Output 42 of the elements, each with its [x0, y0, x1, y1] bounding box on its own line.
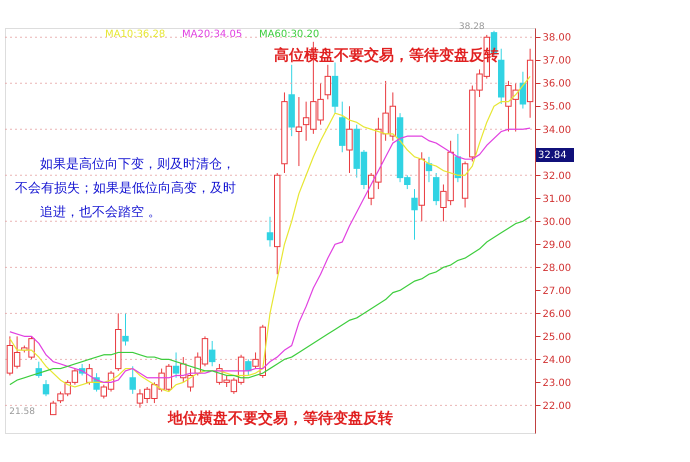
- y-tick-label: 24.00: [542, 354, 572, 366]
- y-tick-label: 27.00: [542, 286, 572, 297]
- y-tick-label: 38.00: [542, 32, 572, 44]
- text: MA10:36.28: [105, 29, 166, 40]
- y-tick-label: 28.00: [542, 262, 572, 274]
- y-tick-label: 31.00: [542, 194, 572, 205]
- candlestick: [520, 71, 526, 110]
- annotation: 38.28: [458, 22, 485, 32]
- y-tick-label: 23.00: [542, 378, 572, 389]
- y-tick-label: 36.00: [542, 78, 572, 90]
- candlestick: [245, 358, 252, 376]
- candlestick: [324, 64, 332, 100]
- text: MA20:34.05: [182, 29, 242, 40]
- text: MA60:30.20: [259, 29, 320, 40]
- y-tick-label: 29.00: [542, 240, 572, 251]
- candlestick: [172, 352, 180, 378]
- annotation: 如果是高位向下变，则及时清仓，: [40, 156, 235, 172]
- y-tick-label: 35.00: [542, 102, 572, 113]
- candlestick: [208, 340, 216, 367]
- candlestick: [411, 188, 418, 240]
- y-tick-label: 34.00: [542, 124, 572, 136]
- annotation: 地位横盘不要交易，等待变盘反转: [167, 409, 394, 427]
- candlestick: [122, 312, 129, 346]
- candlestick: [432, 172, 440, 206]
- candlestick: [130, 366, 136, 394]
- y-tick-label: 32.00: [542, 170, 572, 182]
- text: 32.84: [538, 150, 567, 161]
- candlestick: [296, 96, 302, 167]
- annotation: 追进，也不会踏空 。: [40, 205, 162, 220]
- candlestick: [266, 216, 274, 248]
- y-tick-label: 26.00: [542, 308, 572, 320]
- candlestick: [346, 106, 353, 174]
- candlestick: [454, 133, 462, 183]
- annotation: 21.58: [9, 407, 36, 417]
- y-tick-label: 30.00: [542, 216, 572, 228]
- line-series: [9, 216, 531, 386]
- y-tick-label: 22.00: [542, 400, 572, 412]
- y-tick-label: 37.00: [542, 56, 572, 67]
- candlestick: [42, 380, 50, 397]
- candlestick: [50, 400, 56, 416]
- annotation: 不会有损失；如果是低位向高变，及时: [15, 180, 236, 196]
- y-tick-label: 25.00: [542, 332, 572, 343]
